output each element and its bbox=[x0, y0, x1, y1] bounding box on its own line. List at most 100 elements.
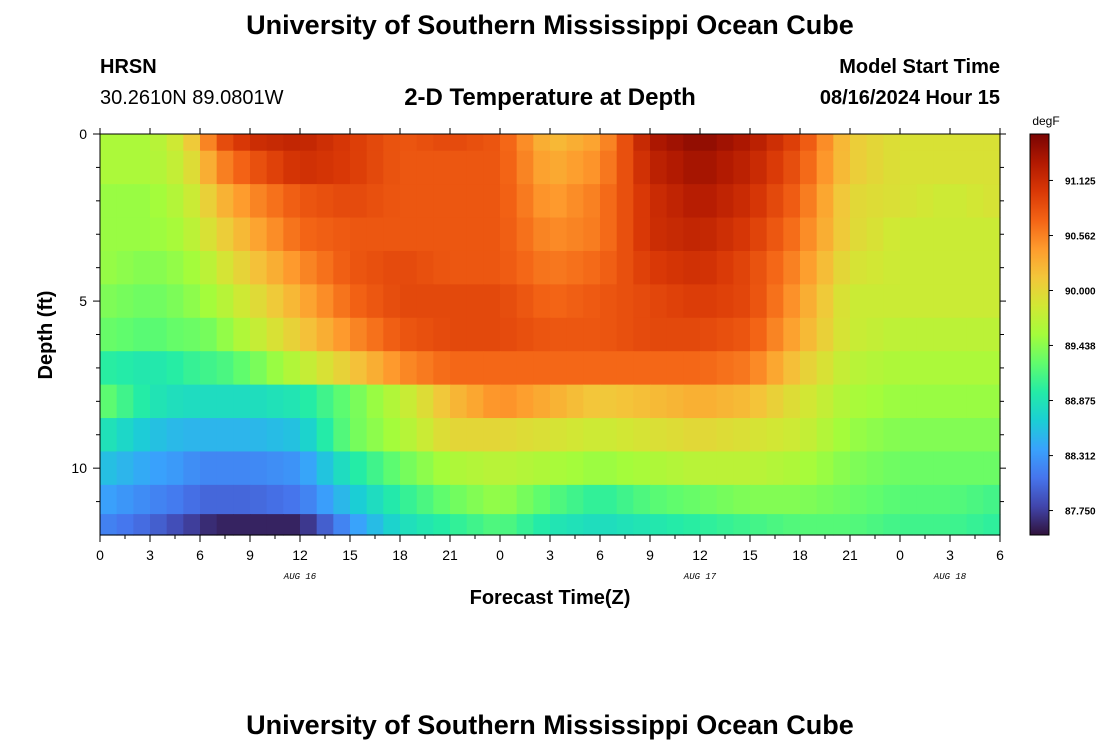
x-tick-label: 6 bbox=[996, 547, 1004, 563]
heatmap-cell bbox=[450, 514, 468, 536]
heatmap-cell bbox=[950, 184, 968, 219]
heatmap-cell bbox=[266, 384, 284, 419]
heatmap-cell bbox=[200, 134, 218, 152]
heatmap-cell bbox=[850, 384, 868, 419]
heatmap-cell bbox=[916, 250, 934, 285]
heatmap-cell bbox=[366, 351, 384, 386]
heatmap-cell bbox=[150, 150, 168, 185]
heatmap-cell bbox=[700, 384, 718, 419]
heatmap-cell bbox=[366, 514, 384, 536]
heatmap-cell bbox=[683, 351, 701, 386]
heatmap-cell bbox=[566, 317, 584, 352]
heatmap-cell bbox=[316, 150, 334, 185]
heatmap-cell bbox=[216, 184, 234, 219]
heatmap-cell bbox=[333, 317, 351, 352]
heatmap-cell bbox=[700, 351, 718, 386]
heatmap-cell bbox=[733, 250, 751, 285]
heatmap-cell bbox=[916, 384, 934, 419]
heatmap-cell bbox=[600, 217, 618, 252]
heatmap-cell bbox=[133, 514, 151, 536]
heatmap-cell bbox=[366, 134, 384, 152]
heatmap-cell bbox=[616, 418, 634, 453]
heatmap-cell bbox=[733, 351, 751, 386]
heatmap-cell bbox=[133, 484, 151, 515]
heatmap-cell bbox=[616, 351, 634, 386]
heatmap-cell bbox=[633, 150, 651, 185]
heatmap-cell bbox=[633, 484, 651, 515]
heatmap-cell bbox=[183, 351, 201, 386]
heatmap-cell bbox=[850, 134, 868, 152]
heatmap-cell bbox=[116, 451, 134, 486]
heatmap-cell bbox=[500, 484, 518, 515]
heatmap-cell bbox=[766, 317, 784, 352]
heatmap-cell bbox=[283, 284, 301, 319]
heatmap-cell bbox=[766, 184, 784, 219]
heatmap-cell bbox=[116, 134, 134, 152]
heatmap-cell bbox=[333, 514, 351, 536]
heatmap-cell bbox=[450, 384, 468, 419]
heatmap-cell bbox=[950, 150, 968, 185]
heatmap-cell bbox=[400, 250, 418, 285]
heatmap-cell bbox=[100, 451, 118, 486]
heatmap-cell bbox=[383, 184, 401, 219]
heatmap-cell bbox=[900, 284, 918, 319]
heatmap-cell bbox=[916, 184, 934, 219]
heatmap-cell bbox=[633, 317, 651, 352]
heatmap-cell bbox=[916, 484, 934, 515]
heatmap-cell bbox=[750, 418, 768, 453]
heatmap-cell bbox=[116, 484, 134, 515]
heatmap-cell bbox=[300, 351, 318, 386]
heatmap-cell bbox=[116, 250, 134, 285]
heatmap-cell bbox=[416, 451, 434, 486]
heatmap-cell bbox=[950, 384, 968, 419]
heatmap-cell bbox=[366, 451, 384, 486]
heatmap-cell bbox=[883, 150, 901, 185]
heatmap-cell bbox=[383, 451, 401, 486]
heatmap-cell bbox=[716, 484, 734, 515]
heatmap-cell bbox=[833, 484, 851, 515]
heatmap-cell bbox=[633, 451, 651, 486]
heatmap-cell bbox=[516, 284, 534, 319]
x-tick-label: 0 bbox=[496, 547, 504, 563]
heatmap-cell bbox=[416, 217, 434, 252]
heatmap-cell bbox=[116, 184, 134, 219]
heatmap-cell bbox=[866, 134, 884, 152]
heatmap-cell bbox=[650, 150, 668, 185]
heatmap-cell bbox=[850, 284, 868, 319]
heatmap-cell bbox=[300, 250, 318, 285]
heatmap-cell bbox=[216, 134, 234, 152]
heatmap-cell bbox=[583, 217, 601, 252]
heatmap-cell bbox=[716, 134, 734, 152]
heatmap-cell bbox=[550, 284, 568, 319]
heatmap-cell bbox=[633, 184, 651, 219]
heatmap-cell bbox=[316, 451, 334, 486]
heatmap-cell bbox=[133, 384, 151, 419]
heatmap-cell bbox=[450, 317, 468, 352]
heatmap-cell bbox=[966, 418, 984, 453]
heatmap-cell bbox=[816, 351, 834, 386]
heatmap-cell bbox=[266, 134, 284, 152]
heatmap-cell bbox=[716, 351, 734, 386]
heatmap-cell bbox=[533, 418, 551, 453]
heatmap-cell bbox=[733, 484, 751, 515]
heatmap-cell bbox=[150, 384, 168, 419]
y-tick-label: 0 bbox=[79, 126, 87, 142]
heatmap-cell bbox=[766, 451, 784, 486]
heatmap-cell bbox=[333, 351, 351, 386]
heatmap-cell bbox=[700, 484, 718, 515]
heatmap-cell bbox=[683, 284, 701, 319]
heatmap-cell bbox=[216, 317, 234, 352]
heatmap-cell bbox=[233, 184, 251, 219]
heatmap-cell bbox=[233, 451, 251, 486]
heatmap-cell bbox=[166, 514, 184, 536]
heatmap-cell bbox=[633, 514, 651, 536]
heatmap-cell bbox=[383, 384, 401, 419]
heatmap-cell bbox=[516, 317, 534, 352]
heatmap-cell bbox=[216, 484, 234, 515]
y-tick-label: 5 bbox=[79, 293, 87, 309]
heatmap-cell bbox=[383, 150, 401, 185]
heatmap-cell bbox=[466, 217, 484, 252]
heatmap-cell bbox=[716, 451, 734, 486]
heatmap-cell bbox=[716, 150, 734, 185]
heatmap-cell bbox=[133, 351, 151, 386]
